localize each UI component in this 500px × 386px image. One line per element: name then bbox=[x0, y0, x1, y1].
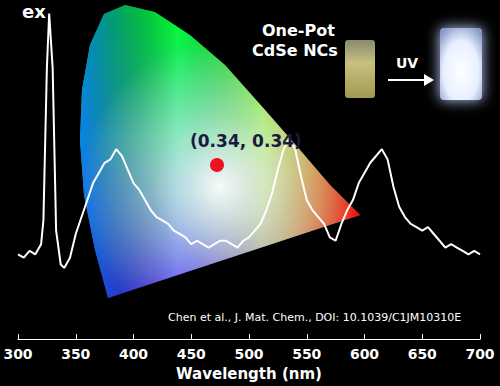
svg-text:ex: ex bbox=[22, 1, 46, 22]
svg-text:(0.34, 0.34): (0.34, 0.34) bbox=[190, 131, 302, 151]
svg-text:550: 550 bbox=[292, 346, 321, 362]
svg-text:One-Pot: One-Pot bbox=[262, 21, 335, 40]
svg-text:300: 300 bbox=[3, 346, 32, 362]
svg-text:400: 400 bbox=[119, 346, 148, 362]
svg-text:650: 650 bbox=[408, 346, 437, 362]
svg-text:UV: UV bbox=[396, 55, 418, 71]
svg-text:600: 600 bbox=[350, 346, 379, 362]
svg-text:450: 450 bbox=[177, 346, 206, 362]
svg-text:Chen et al., J. Mat. Chem., DO: Chen et al., J. Mat. Chem., DOI: 10.1039… bbox=[168, 311, 461, 324]
svg-text:Wavelength (nm): Wavelength (nm) bbox=[176, 365, 322, 383]
svg-text:350: 350 bbox=[61, 346, 90, 362]
svg-text:700: 700 bbox=[465, 346, 494, 362]
svg-text:500: 500 bbox=[234, 346, 263, 362]
svg-text:CdSe NCs: CdSe NCs bbox=[252, 41, 338, 60]
